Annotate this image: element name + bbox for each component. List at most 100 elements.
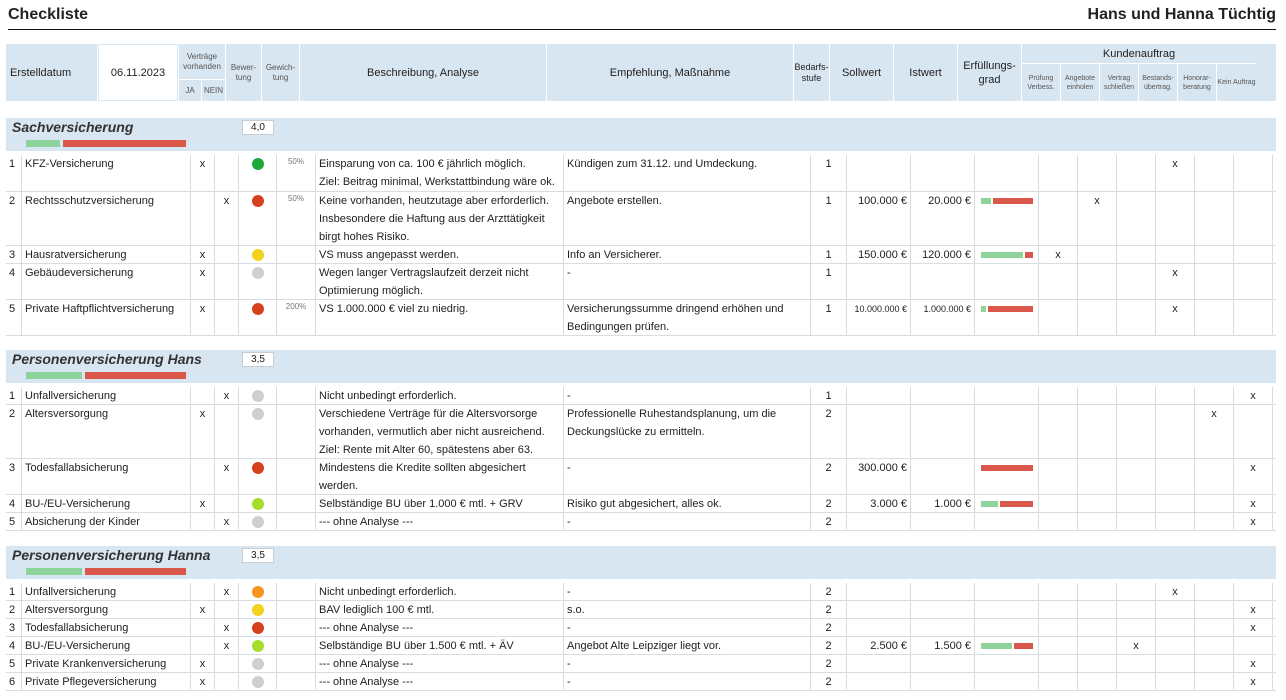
kundenauftrag-cell[interactable]: x <box>1156 300 1195 335</box>
kundenauftrag-cell[interactable] <box>1156 673 1195 690</box>
table-row[interactable]: 2 Altersversorgung x Verschiedene Verträge … <box>6 405 1276 459</box>
kundenauftrag-cell[interactable] <box>1195 495 1234 512</box>
kundenauftrag-cell[interactable]: x <box>1234 673 1273 690</box>
kundenauftrag-cell[interactable]: x <box>1234 513 1273 530</box>
kundenauftrag-cell[interactable] <box>1195 246 1234 263</box>
kundenauftrag-cell[interactable] <box>1078 601 1117 618</box>
kundenauftrag-cell[interactable] <box>1117 583 1156 600</box>
kundenauftrag-cell[interactable] <box>1039 264 1078 299</box>
kundenauftrag-cell[interactable] <box>1117 619 1156 636</box>
kundenauftrag-cell[interactable] <box>1039 459 1078 494</box>
kundenauftrag-cell[interactable] <box>1195 513 1234 530</box>
kundenauftrag-cell[interactable] <box>1234 583 1273 600</box>
kundenauftrag-cell[interactable] <box>1039 655 1078 672</box>
kundenauftrag-cell[interactable] <box>1078 673 1117 690</box>
kundenauftrag-cell[interactable] <box>1039 300 1078 335</box>
table-row[interactable]: 2 Altersversorgung x BAV lediglich 100 € mt… <box>6 601 1276 619</box>
kundenauftrag-cell[interactable] <box>1156 459 1195 494</box>
kundenauftrag-cell[interactable] <box>1195 155 1234 191</box>
kundenauftrag-cell[interactable] <box>1039 192 1078 245</box>
kundenauftrag-cell[interactable] <box>1117 387 1156 404</box>
kundenauftrag-cell[interactable] <box>1156 655 1195 672</box>
kundenauftrag-cell[interactable] <box>1195 300 1234 335</box>
kundenauftrag-cell[interactable]: x <box>1156 155 1195 191</box>
table-row[interactable]: 1 Unfallversicherung x Nicht unbedingt erfo… <box>6 387 1276 405</box>
kundenauftrag-cell[interactable]: x <box>1234 459 1273 494</box>
kundenauftrag-cell[interactable] <box>1234 637 1273 654</box>
kundenauftrag-cell[interactable] <box>1195 459 1234 494</box>
table-row[interactable]: 5 Absicherung der Kinder x --- ohne Analyse… <box>6 513 1276 531</box>
kundenauftrag-cell[interactable] <box>1039 673 1078 690</box>
kundenauftrag-cell[interactable] <box>1078 513 1117 530</box>
table-row[interactable]: 4 BU-/EU-Versicherung x Selbständige BU übe… <box>6 637 1276 655</box>
kundenauftrag-cell[interactable] <box>1234 155 1273 191</box>
kundenauftrag-cell[interactable] <box>1195 655 1234 672</box>
table-row[interactable]: 5 Private Krankenversicherung x --- ohne An… <box>6 655 1276 673</box>
kundenauftrag-cell[interactable] <box>1156 619 1195 636</box>
kundenauftrag-cell[interactable] <box>1156 637 1195 654</box>
kundenauftrag-cell[interactable]: x <box>1234 495 1273 512</box>
kundenauftrag-cell[interactable] <box>1195 601 1234 618</box>
kundenauftrag-cell[interactable] <box>1234 192 1273 245</box>
kundenauftrag-cell[interactable]: x <box>1195 405 1234 458</box>
kundenauftrag-cell[interactable]: x <box>1117 637 1156 654</box>
kundenauftrag-cell[interactable] <box>1078 619 1117 636</box>
kundenauftrag-cell[interactable] <box>1234 405 1273 458</box>
kundenauftrag-cell[interactable] <box>1195 387 1234 404</box>
table-row[interactable]: 4 BU-/EU-Versicherung x Selbständige BU übe… <box>6 495 1276 513</box>
kundenauftrag-cell[interactable] <box>1078 387 1117 404</box>
kundenauftrag-cell[interactable] <box>1039 601 1078 618</box>
kundenauftrag-cell[interactable] <box>1156 405 1195 458</box>
table-row[interactable]: 3 Todesfallabsicherung x --- ohne Analyse -… <box>6 619 1276 637</box>
kundenauftrag-cell[interactable]: x <box>1039 246 1078 263</box>
kundenauftrag-cell[interactable] <box>1078 246 1117 263</box>
kundenauftrag-cell[interactable] <box>1156 246 1195 263</box>
kundenauftrag-cell[interactable] <box>1078 655 1117 672</box>
kundenauftrag-cell[interactable] <box>1195 583 1234 600</box>
kundenauftrag-cell[interactable] <box>1117 601 1156 618</box>
kundenauftrag-cell[interactable] <box>1039 495 1078 512</box>
kundenauftrag-cell[interactable]: x <box>1234 655 1273 672</box>
kundenauftrag-cell[interactable] <box>1117 300 1156 335</box>
kundenauftrag-cell[interactable]: x <box>1234 601 1273 618</box>
table-row[interactable]: 4 Gebäudeversicherung x Wegen langer Vertra… <box>6 264 1276 300</box>
kundenauftrag-cell[interactable] <box>1078 405 1117 458</box>
table-row[interactable]: 1 Unfallversicherung x Nicht unbedingt erfo… <box>6 583 1276 601</box>
kundenauftrag-cell[interactable] <box>1078 264 1117 299</box>
table-row[interactable]: 3 Todesfallabsicherung x Mindestens die Kre… <box>6 459 1276 495</box>
table-row[interactable]: 6 Private Pflegeversicherung x --- ohne Ana… <box>6 673 1276 691</box>
kundenauftrag-cell[interactable] <box>1156 495 1195 512</box>
kundenauftrag-cell[interactable] <box>1195 264 1234 299</box>
table-row[interactable]: 1 KFZ-Versicherung x 50% Einsparung von ca. … <box>6 155 1276 192</box>
kundenauftrag-cell[interactable] <box>1234 264 1273 299</box>
kundenauftrag-cell[interactable] <box>1078 459 1117 494</box>
kundenauftrag-cell[interactable] <box>1039 583 1078 600</box>
kundenauftrag-cell[interactable] <box>1156 387 1195 404</box>
kundenauftrag-cell[interactable]: x <box>1078 192 1117 245</box>
kundenauftrag-cell[interactable]: x <box>1156 264 1195 299</box>
kundenauftrag-cell[interactable] <box>1078 583 1117 600</box>
kundenauftrag-cell[interactable] <box>1117 246 1156 263</box>
date-field[interactable]: 06.11.2023 <box>99 45 177 100</box>
kundenauftrag-cell[interactable] <box>1117 192 1156 245</box>
kundenauftrag-cell[interactable]: x <box>1234 619 1273 636</box>
kundenauftrag-cell[interactable] <box>1234 300 1273 335</box>
kundenauftrag-cell[interactable] <box>1117 405 1156 458</box>
kundenauftrag-cell[interactable] <box>1195 619 1234 636</box>
kundenauftrag-cell[interactable] <box>1117 655 1156 672</box>
kundenauftrag-cell[interactable] <box>1117 155 1156 191</box>
kundenauftrag-cell[interactable] <box>1156 513 1195 530</box>
kundenauftrag-cell[interactable] <box>1039 637 1078 654</box>
kundenauftrag-cell[interactable] <box>1039 387 1078 404</box>
kundenauftrag-cell[interactable] <box>1078 637 1117 654</box>
kundenauftrag-cell[interactable] <box>1078 300 1117 335</box>
kundenauftrag-cell[interactable]: x <box>1156 583 1195 600</box>
kundenauftrag-cell[interactable] <box>1039 619 1078 636</box>
kundenauftrag-cell[interactable] <box>1078 495 1117 512</box>
kundenauftrag-cell[interactable] <box>1195 192 1234 245</box>
kundenauftrag-cell[interactable] <box>1234 246 1273 263</box>
kundenauftrag-cell[interactable] <box>1156 192 1195 245</box>
kundenauftrag-cell[interactable] <box>1117 673 1156 690</box>
kundenauftrag-cell[interactable] <box>1078 155 1117 191</box>
kundenauftrag-cell[interactable] <box>1039 513 1078 530</box>
